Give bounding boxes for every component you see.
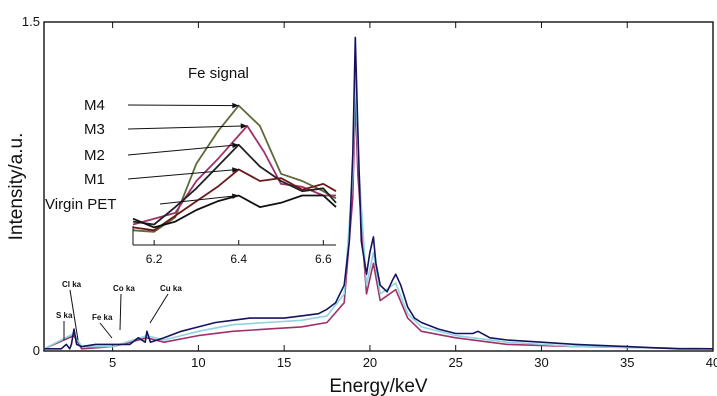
peak-annotation-label: Fe ka: [92, 313, 113, 322]
x-tick-label: 25: [448, 355, 462, 370]
inset-x-ticks: 6.2 6.4 6.6: [146, 240, 332, 266]
x-axis-ticks: 5 10 15 20 25 30 35 40: [109, 22, 717, 370]
x-tick-label: 40: [706, 355, 717, 370]
inset-arrow-head: [232, 193, 239, 199]
peak-annotation-label: S ka: [56, 311, 73, 320]
inset-x-tick-label: 6.6: [315, 252, 332, 266]
x-tick-label: 10: [191, 355, 205, 370]
inset-series-labels: M4 M3 M2 M1 Virgin PET: [45, 97, 248, 213]
x-axis-label: Energy/keV: [329, 376, 428, 396]
inset-series-arrow: [127, 104, 239, 107]
peak-annotation-arrow: [99, 322, 113, 339]
peak-annotations: S ka Cl ka Fe ka Co ka Cu ka: [56, 280, 182, 341]
x-tick-label: 30: [534, 355, 548, 370]
inset-arrow-head: [240, 123, 248, 129]
y-axis-ticks: 01.5: [22, 14, 50, 358]
inset-series-arrow: [127, 144, 239, 156]
inset-arrow-head: [232, 167, 239, 173]
peak-annotation-label: Cu ka: [160, 284, 182, 293]
inset-series-arrow: [127, 168, 239, 180]
peak-annotation-arrow: [119, 293, 122, 331]
inset-series-label: M2: [84, 147, 105, 164]
y-tick-label: 1.5: [22, 14, 40, 29]
y-axis-label: Intensity/a.u.: [6, 133, 27, 241]
inset-arrow-head: [232, 102, 239, 109]
peak-annotation-arrow: [69, 289, 79, 341]
inset-series-arrow: [127, 125, 248, 130]
inset-series-label: M1: [84, 171, 105, 188]
x-tick-label: 20: [363, 355, 377, 370]
spectrum-line: [44, 36, 713, 350]
inset-title: Fe signal: [188, 65, 249, 82]
x-tick-label: 15: [277, 355, 291, 370]
inset-x-tick-label: 6.4: [230, 252, 247, 266]
plot-frame: [43, 21, 714, 352]
x-tick-label: 5: [109, 355, 116, 370]
peak-annotation-label: Co ka: [113, 284, 135, 293]
spectrum-series-layer: [43, 36, 714, 350]
inset-frame: [133, 86, 336, 245]
inset-series-label: Virgin PET: [45, 196, 116, 213]
spectrum-line: [43, 98, 714, 350]
peak-annotation-label: Cl ka: [62, 280, 82, 289]
x-tick-label: 35: [620, 355, 634, 370]
peak-annotation-arrow: [149, 293, 169, 324]
y-tick-label: 0: [33, 343, 40, 358]
inset-arrow-head: [232, 142, 239, 149]
inset-series-arrow: [159, 195, 239, 205]
inset-series-label: M4: [84, 97, 105, 114]
inset-fe-signal: Fe signal 6.2 6.4 6.6 M4 M3 M2 M1 Virgin PET: [45, 65, 337, 266]
inset-series-label: M3: [84, 121, 105, 138]
inset-x-tick-label: 6.2: [146, 252, 163, 266]
